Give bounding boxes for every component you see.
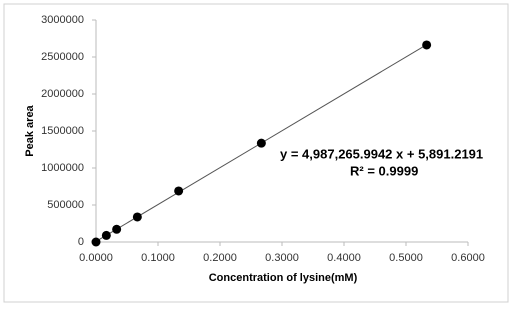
equation: y = 4,987,265.9942 x + 5,891.2191: [280, 146, 483, 161]
y-tick-label: 3000000: [41, 14, 84, 26]
y-tick-label: 2500000: [41, 51, 84, 63]
x-tick-label: 0.1000: [141, 252, 175, 264]
x-tick-label: 0.0000: [79, 252, 113, 264]
x-tick-label: 0.3000: [265, 252, 299, 264]
data-point: [132, 212, 142, 222]
y-tick-label: 1500000: [41, 125, 84, 137]
data-point: [174, 186, 184, 196]
data-point: [256, 138, 266, 148]
y-tick-label: 1000000: [41, 162, 84, 174]
data-point: [112, 224, 122, 234]
x-axis-title: Concentration of lysine(mM): [209, 272, 358, 284]
x-tick-label: 0.4000: [327, 252, 361, 264]
y-tick-label: 500000: [47, 199, 84, 211]
x-tick-label: 0.2000: [203, 252, 237, 264]
y-tick-label: 2000000: [41, 88, 84, 100]
y-tick-label: 0: [78, 236, 84, 248]
chart-frame: [3, 3, 509, 303]
r-squared: R² = 0.9999: [350, 163, 418, 178]
data-point: [91, 237, 101, 247]
x-tick-label: 0.5000: [389, 252, 423, 264]
y-axis-title: Peak area: [24, 104, 36, 156]
data-point: [101, 230, 111, 240]
x-tick-label: 0.6000: [451, 252, 485, 264]
data-point: [422, 40, 432, 50]
